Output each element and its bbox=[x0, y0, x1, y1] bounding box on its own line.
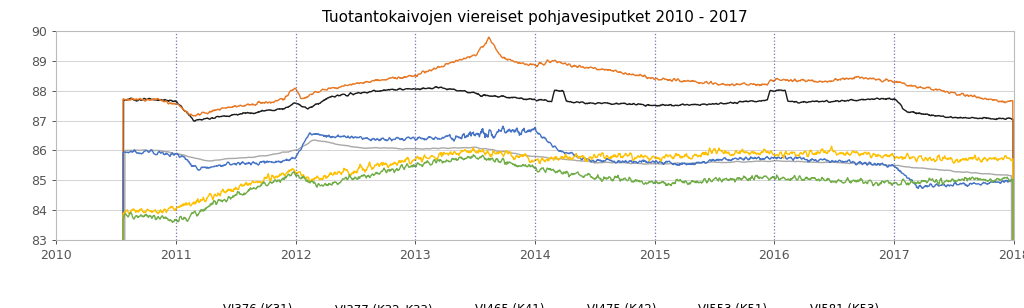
VI581 (K53) bbox=[467, 153, 479, 156]
VI581 (K53) bbox=[159, 215, 171, 219]
VI581 (K53) bbox=[323, 182, 335, 186]
VI553 (K51) bbox=[159, 207, 171, 211]
VI581 (K53) bbox=[243, 189, 255, 192]
VI475 (K42) bbox=[497, 124, 509, 128]
VI377 (K32_K33) bbox=[768, 79, 780, 83]
VI581 (K53) bbox=[470, 156, 482, 160]
VI581 (K53) bbox=[768, 175, 780, 179]
VI465 (K41) bbox=[243, 155, 255, 159]
VI465 (K41) bbox=[317, 140, 330, 143]
VI376 (K31) bbox=[768, 90, 780, 93]
VI465 (K41) bbox=[768, 159, 780, 163]
Legend: VI376 (K31), VI377 (K32_K33), VI465 (K41), VI475 (K42), VI553 (K51), VI581 (K53): VI376 (K31), VI377 (K32_K33), VI465 (K41… bbox=[186, 298, 884, 308]
Line: VI376 (K31): VI376 (K31) bbox=[122, 87, 1014, 308]
Line: VI475 (K42): VI475 (K42) bbox=[122, 126, 1014, 308]
Line: VI553 (K51): VI553 (K51) bbox=[122, 146, 1014, 308]
VI376 (K31) bbox=[159, 98, 171, 101]
VI377 (K32_K33) bbox=[470, 54, 482, 58]
VI553 (K51) bbox=[243, 182, 255, 186]
VI377 (K32_K33) bbox=[243, 103, 255, 106]
VI465 (K41) bbox=[324, 141, 336, 144]
VI377 (K32_K33) bbox=[482, 35, 495, 39]
VI553 (K51) bbox=[323, 173, 335, 177]
VI581 (K53) bbox=[316, 184, 329, 188]
VI377 (K32_K33) bbox=[316, 87, 329, 91]
VI376 (K31) bbox=[470, 92, 482, 95]
VI376 (K31) bbox=[243, 111, 255, 115]
VI465 (K41) bbox=[159, 150, 171, 153]
Title: Tuotantokaivojen viereiset pohjavesiputket 2010 - 2017: Tuotantokaivojen viereiset pohjavesiputk… bbox=[323, 10, 748, 26]
VI475 (K42) bbox=[243, 161, 255, 165]
VI376 (K31) bbox=[316, 99, 329, 103]
Line: VI465 (K41): VI465 (K41) bbox=[122, 140, 1014, 308]
VI475 (K42) bbox=[159, 152, 171, 156]
VI475 (K42) bbox=[323, 135, 335, 139]
VI553 (K51) bbox=[825, 144, 838, 148]
VI465 (K41) bbox=[308, 138, 321, 142]
VI465 (K41) bbox=[470, 145, 482, 149]
VI553 (K51) bbox=[470, 150, 482, 154]
VI377 (K32_K33) bbox=[159, 100, 171, 103]
VI376 (K31) bbox=[323, 95, 335, 99]
VI553 (K51) bbox=[767, 153, 779, 156]
VI475 (K42) bbox=[768, 156, 780, 160]
VI475 (K42) bbox=[316, 133, 329, 137]
Line: VI581 (K53): VI581 (K53) bbox=[122, 155, 1014, 308]
Line: VI377 (K32_K33): VI377 (K32_K33) bbox=[122, 37, 1014, 308]
VI553 (K51) bbox=[316, 178, 329, 181]
VI475 (K42) bbox=[470, 132, 482, 136]
VI376 (K31) bbox=[429, 85, 441, 89]
VI377 (K32_K33) bbox=[323, 86, 335, 90]
